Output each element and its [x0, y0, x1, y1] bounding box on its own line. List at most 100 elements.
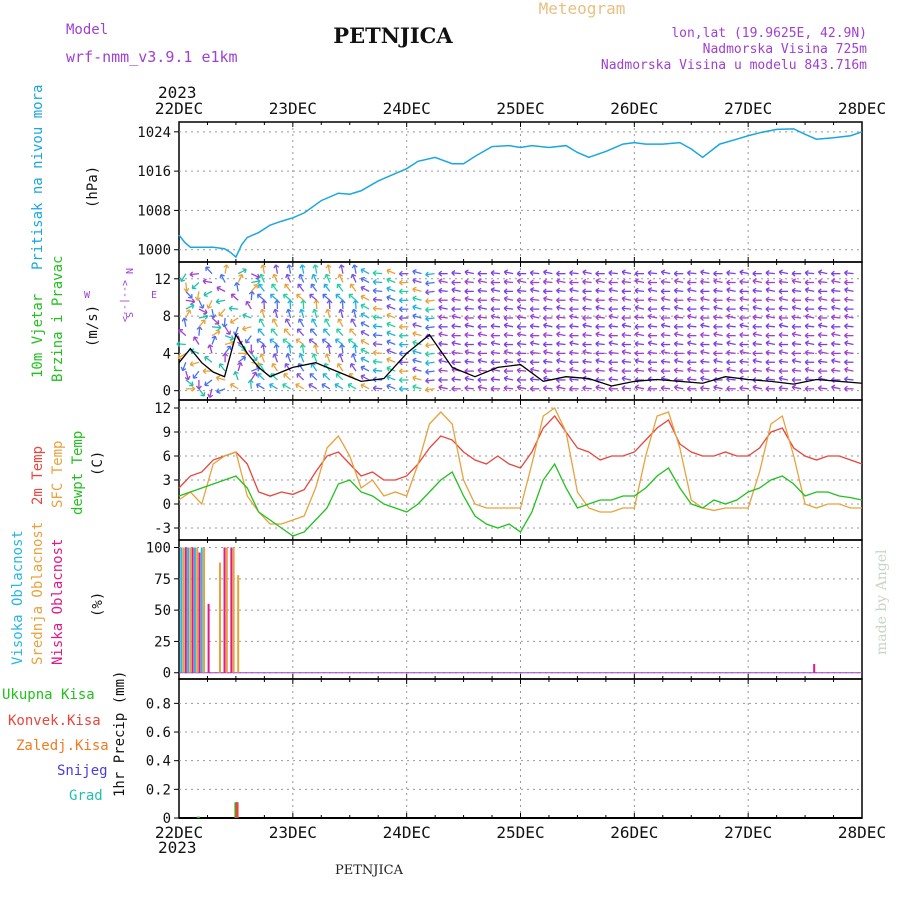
wind-arrow [700, 324, 710, 328]
wind-arrow-head [804, 349, 809, 353]
wind-arrow [504, 297, 514, 301]
wind-arrow-head [412, 277, 417, 281]
wind-arrow-head [398, 359, 403, 363]
wind-arrow [530, 298, 540, 301]
wind-arrow [831, 289, 841, 293]
total-precip-label: Ukupna Kisa [2, 687, 95, 703]
wind-arrow-head [412, 304, 417, 308]
wind-arrow [360, 313, 370, 319]
wind-arrow-head [543, 375, 548, 379]
wind-arrow-head [285, 363, 290, 366]
wind-arrow-head [582, 385, 587, 389]
wind-arrow-head [543, 332, 548, 336]
wind-arrow-head [210, 314, 215, 319]
wind-arrow-head [805, 366, 810, 370]
wind-arrow-head [193, 336, 199, 339]
wind-arrow-head [258, 283, 263, 286]
wind-arrow-head [791, 350, 796, 354]
y-tick-label: 1000 [137, 243, 171, 259]
wind-arrow-head [674, 304, 679, 308]
wind-arrow [556, 333, 566, 337]
wind-arrow-head [372, 358, 377, 362]
wind-arrow [360, 268, 370, 275]
wind-arrow-head [621, 385, 626, 389]
wind-arrow-head [348, 383, 353, 385]
wind-arrow-head [556, 331, 561, 335]
wind-arrow-head [582, 349, 587, 353]
wind-arrow-head [831, 340, 836, 345]
wind-arrow-head [556, 340, 561, 345]
wind-arrow [301, 344, 305, 354]
wind-arrow-head [299, 273, 304, 277]
wind-arrow-head [412, 322, 417, 325]
wind-arrow-head [634, 314, 639, 318]
wind-arrow-head [713, 367, 718, 371]
wind-arrow-head [529, 332, 534, 337]
wind-arrow-head [686, 332, 691, 337]
wind-arrow-head [314, 264, 319, 268]
wind-arrow-head [661, 269, 666, 273]
wind-arrow-head [595, 331, 600, 335]
wind-arrow-head [608, 270, 613, 274]
compass-rose: N <--|--> S W E [84, 268, 157, 322]
wind-arrow-head [256, 383, 261, 385]
wind-arrow-head [398, 306, 403, 310]
wind-arrow [661, 297, 671, 301]
wind-arrow-head [752, 323, 757, 328]
wind-arrow-head [700, 288, 704, 292]
wind-arrow-head [386, 330, 391, 333]
wind-arrow-head [529, 323, 534, 327]
wind-arrow [477, 369, 487, 372]
wind-arrow [373, 343, 383, 346]
wind-arrow-head [490, 340, 495, 344]
wind-arrow-head [273, 273, 278, 277]
wind-arrow-head [242, 312, 247, 316]
wind-arrow [425, 273, 435, 276]
wind-arrow-head [361, 294, 366, 297]
wind-arrow-head [687, 340, 692, 344]
wind-arrow [805, 315, 815, 319]
wind-arrow-head [516, 376, 521, 381]
wind-arrow [661, 324, 671, 328]
wind-arrow-head [739, 358, 744, 362]
wind-arrow-head [398, 385, 403, 390]
wind-arrow-head [324, 363, 329, 366]
wind-arrow-head [490, 385, 495, 390]
wind-arrow [608, 272, 618, 275]
wind-arrow [621, 360, 631, 363]
wind-arrow [347, 383, 357, 390]
wind-arrow-head [438, 297, 443, 301]
wind-arrow-head [262, 264, 267, 268]
wind-arrow-head [608, 340, 613, 344]
wind-arrow-head [765, 340, 770, 344]
wind-arrow [569, 272, 579, 275]
wind-arrow-head [569, 340, 574, 344]
wind-arrow-head [386, 348, 391, 351]
y-tick-label: 100 [146, 541, 171, 557]
wind-arrow [262, 344, 266, 354]
wind-arrow [259, 318, 265, 328]
wind-arrow-head [464, 358, 469, 362]
wind-arrow-head [260, 353, 265, 357]
wind-arrow-head [713, 331, 718, 335]
wind-arrow [425, 308, 435, 311]
wind-arrow [661, 271, 671, 275]
date-label-bottom: 24DEC [383, 823, 431, 842]
wind-arrow-head [503, 305, 508, 309]
wind-arrow [477, 342, 487, 346]
wind-arrow-head [569, 349, 574, 353]
wind-arrow [386, 269, 396, 275]
wind-arrow [831, 386, 841, 390]
wind-arrow-head [660, 278, 665, 283]
wind-arrow-head [542, 341, 547, 346]
wind-arrow [373, 289, 383, 293]
wind-arrow-head [647, 366, 653, 370]
wind-arrow [193, 336, 200, 345]
y-tick-label: 9 [163, 425, 171, 441]
wind-arrow [818, 280, 828, 284]
wind-arrow [491, 315, 501, 319]
wind-arrow [805, 325, 815, 328]
wind-arrow [818, 334, 828, 337]
wind-arrow [352, 309, 357, 319]
wind-arrow [765, 272, 775, 275]
